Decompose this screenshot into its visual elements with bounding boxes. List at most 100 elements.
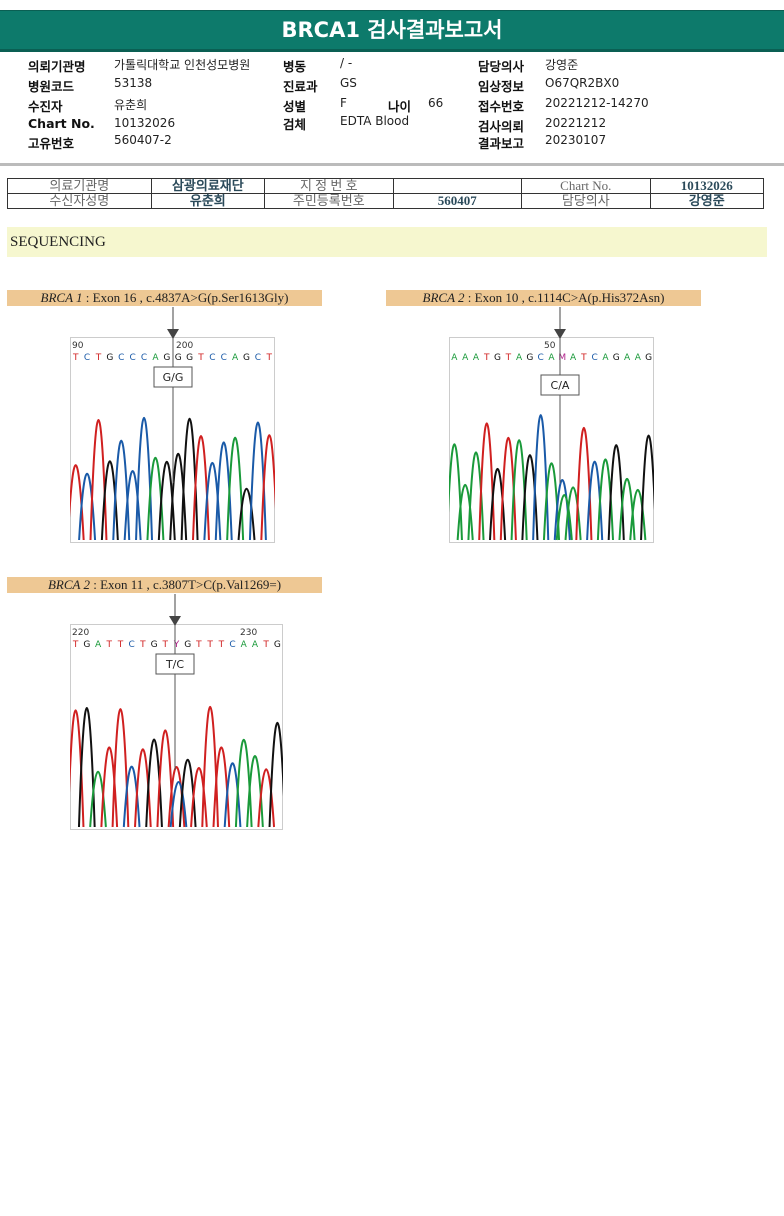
base-call: A — [451, 353, 458, 363]
variant-label: BRCA 2 : Exon 10 , c.1114C>A(p.His372Asn… — [386, 290, 701, 306]
base-call: G — [186, 353, 193, 363]
base-call: T — [206, 640, 213, 650]
base-call: G — [274, 640, 281, 650]
base-call: C — [592, 353, 598, 363]
info-value-clinical: O67QR2BX0 — [545, 76, 620, 90]
trace-peak — [268, 722, 283, 828]
trace-peak — [201, 706, 219, 828]
info-label-requested: 검사의뢰 — [478, 119, 525, 134]
info-value-ward: / - — [340, 56, 353, 70]
trace-peak — [467, 451, 485, 541]
info-value-reported: 20230107 — [545, 133, 607, 147]
base-call: T — [505, 353, 512, 363]
base-call: A — [462, 353, 469, 363]
base-call: C — [129, 640, 135, 650]
patient-table: 의료기관명 삼광의료재단 지 정 번 호 Chart No. 10132026 … — [7, 178, 765, 209]
table-row: 수신자성명 유춘희 주민등록번호 560407 담당의사 강영준 — [7, 193, 765, 209]
section-heading: SEQUENCING — [7, 227, 767, 257]
base-call: A — [95, 640, 102, 650]
trace-peak — [555, 494, 573, 541]
base-call: Y — [173, 640, 180, 650]
base-call: C — [221, 353, 227, 363]
trace-peak — [629, 488, 647, 541]
base-call: T — [266, 353, 273, 363]
chromatogram: 50A A A T G T A G C A M A T C A G A A GC/A — [449, 337, 654, 543]
cell: 지 정 번 호 — [264, 178, 394, 194]
trace-peak — [169, 452, 188, 541]
info-label-patient: 수진자 — [28, 99, 63, 114]
trace-peak — [607, 444, 625, 541]
base-call: C — [118, 353, 124, 363]
trace-peak — [478, 422, 496, 541]
genotype-call: G/G — [163, 371, 184, 384]
base-call: T — [72, 640, 79, 650]
trace-peak — [89, 771, 107, 828]
arrow-icon — [169, 594, 181, 626]
trace-peak — [78, 472, 97, 541]
trace-peak — [190, 767, 208, 828]
base-call: A — [602, 353, 609, 363]
trace-peak — [456, 484, 474, 541]
base-call: T — [72, 353, 79, 363]
trace-peak — [169, 781, 188, 828]
trace-peak — [167, 766, 186, 828]
base-call: G — [494, 353, 501, 363]
genotype-call: T/C — [165, 658, 184, 671]
trace-peak — [532, 414, 550, 541]
trace-peak — [111, 708, 130, 828]
base-call: T — [580, 353, 587, 363]
trace-peak — [100, 460, 119, 541]
info-value-patient: 유춘희 — [114, 98, 148, 112]
info-value-doctor: 강영준 — [545, 58, 579, 72]
variant-label: BRCA 2 : Exon 11 , c.3807T>C(p.Val1269=) — [7, 577, 322, 593]
arrow-icon — [554, 307, 566, 339]
trace-peak — [156, 729, 175, 828]
base-call: T — [197, 353, 204, 363]
base-call: A — [570, 353, 577, 363]
base-call: G — [163, 353, 170, 363]
base-call: G — [106, 353, 113, 363]
base-call: T — [162, 640, 169, 650]
base-call: G — [151, 640, 158, 650]
base-call: A — [252, 640, 259, 650]
cell — [392, 178, 523, 194]
trace-peak — [226, 436, 245, 541]
base-call: G — [175, 353, 182, 363]
base-call: C — [538, 353, 544, 363]
trace-peak — [135, 417, 153, 541]
base-call: A — [624, 353, 631, 363]
base-call: G — [526, 353, 533, 363]
position-label: 230 — [240, 628, 257, 638]
base-call: G — [184, 640, 191, 650]
position-label: 200 — [176, 341, 193, 351]
trace-peak — [521, 454, 539, 541]
base-call: A — [516, 353, 523, 363]
base-call: G — [83, 640, 90, 650]
info-value-uid: 560407-2 — [114, 133, 172, 147]
info-value-age: 66 — [428, 96, 444, 110]
base-call: A — [635, 353, 642, 363]
position-label: 90 — [72, 341, 84, 351]
info-value-code: 53138 — [114, 76, 153, 90]
base-call: A — [152, 353, 159, 363]
table-row: 의료기관명 삼광의료재단 지 정 번 호 Chart No. 10132026 — [7, 178, 765, 194]
info-label-age: 나이 — [388, 99, 412, 114]
cell: 삼광의료재단 — [150, 178, 266, 194]
info-label-chart: Chart No. — [28, 116, 95, 131]
info-value-receipt: 20221212-14270 — [545, 96, 649, 110]
variant-label: BRCA 1 : Exon 16 , c.4837A>G(p.Ser1613Gl… — [7, 290, 322, 306]
info-label-dept: 진료과 — [283, 79, 318, 94]
base-call: T — [95, 353, 102, 363]
base-call: T — [139, 640, 146, 650]
cell: 수신자성명 — [7, 193, 152, 209]
info-label-sex: 성별 — [283, 99, 307, 114]
info-label-hospital: 의뢰기관명 — [28, 59, 86, 74]
base-call: A — [232, 353, 239, 363]
info-value-requested: 20221212 — [545, 116, 607, 130]
info-label-doctor: 담당의사 — [478, 59, 525, 74]
info-value-chart: 10132026 — [114, 116, 176, 130]
cell: 강영준 — [649, 193, 765, 209]
trace-peak — [260, 434, 275, 541]
info-label-reported: 결과보고 — [478, 136, 525, 151]
